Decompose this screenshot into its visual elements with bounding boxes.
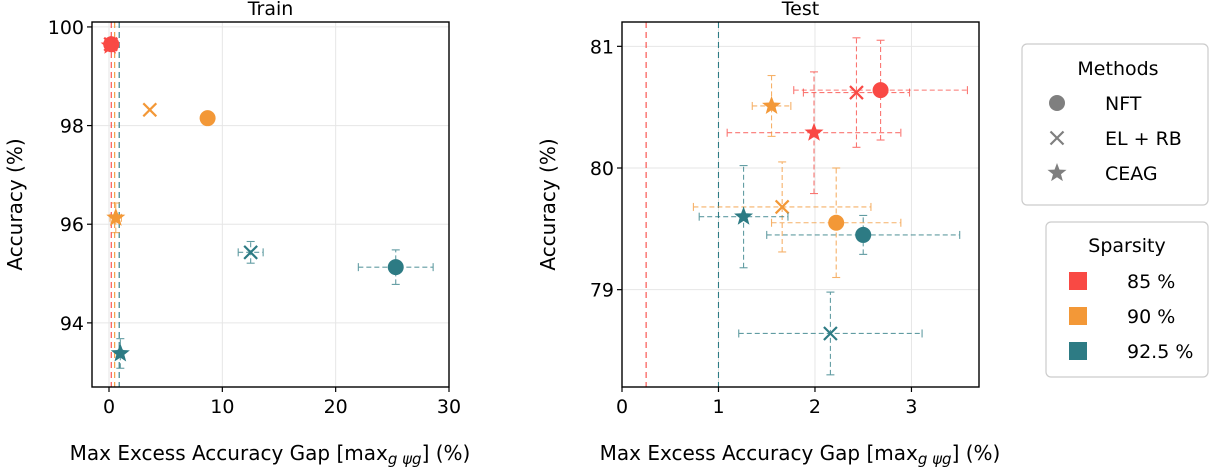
test-nft-90-point — [828, 214, 845, 231]
methods-legend-items: NFT EL + RB CEAG — [1047, 93, 1182, 185]
test-axes-frame — [621, 21, 980, 388]
test-xlabel-sub: g ψg — [918, 450, 952, 468]
test-xtick-label-1: 1 — [712, 396, 724, 418]
test-xlabel: Max Excess Accuracy Gap [maxg ψg] (%) — [600, 441, 1001, 468]
train-el-rb-90-point — [142, 102, 158, 118]
sparsity-legend-title: Sparsity — [1088, 235, 1165, 257]
test-panel: 0 1 2 3 79 80 81 Test Accuracy (%) Max Excess … — [536, 0, 1000, 468]
test-xlabel-close: ] — [952, 441, 966, 465]
train-xtick-label-0: 0 — [103, 396, 115, 418]
test-el-rb-85-errorbar — [802, 37, 911, 148]
sparsity-legend-90-swatch — [1069, 307, 1087, 325]
train-axes-frame — [91, 21, 450, 388]
test-el-rb-92-5-point — [823, 326, 838, 341]
test-xlabel-unit: (%) — [966, 441, 1001, 465]
sparsity-legend-item-92-5: 92.5 % — [1069, 341, 1193, 363]
test-ytick-label-0: 79 — [590, 280, 614, 302]
test-xtick-label-0: 0 — [616, 396, 628, 418]
train-el-rb-90-point-stroke-b — [142, 102, 158, 118]
train-ceag-92-5-point — [110, 343, 130, 362]
train-xlabel-unit: (%) — [436, 441, 471, 465]
train-xlabel-sub: g ψg — [388, 450, 422, 468]
train-ytick-label-3: 100 — [48, 17, 84, 39]
test-ytick-label-2: 81 — [590, 36, 614, 58]
train-ylabel: Accuracy (%) — [3, 138, 27, 270]
train-xlabel-main: Max Excess Accuracy Gap [max — [70, 441, 388, 465]
train-el-rb-92-5-point-stroke-b — [243, 245, 258, 260]
train-xlabel-close: ] — [422, 441, 436, 465]
test-xtick-label-2: 2 — [809, 396, 821, 418]
sparsity-legend-85-swatch — [1069, 272, 1087, 290]
train-reference-lines — [110, 22, 120, 387]
methods-legend: Methods NFT EL + RB CEAG — [1021, 43, 1209, 206]
methods-legend-ceag-label: CEAG — [1105, 163, 1158, 185]
test-ylabel: Accuracy (%) — [536, 138, 560, 270]
train-points — [100, 35, 434, 369]
train-panel: 0 10 20 30 94 96 98 100 Train Accuracy (%) Max … — [3, 0, 470, 468]
methods-legend-el-rb-label: EL + RB — [1105, 128, 1182, 150]
methods-legend-ceag-marker — [1047, 163, 1067, 182]
train-xlabel: Max Excess Accuracy Gap [maxg ψg] (%) — [70, 441, 471, 468]
train-ceag-90-point — [106, 207, 126, 226]
test-xlabel-main: Max Excess Accuracy Gap [max — [600, 441, 918, 465]
test-nft-85-point — [872, 82, 889, 99]
sparsity-legend-85-label: 85 % — [1127, 271, 1175, 293]
train-nft-92-5-point — [387, 259, 404, 276]
test-ticks: 0 1 2 3 79 80 81 — [590, 36, 918, 418]
train-ytick-label-1: 96 — [60, 214, 84, 236]
test-el-rb-90-point — [774, 199, 790, 215]
methods-legend-nft-label: NFT — [1105, 93, 1142, 115]
train-xtick-label-2: 20 — [324, 396, 348, 418]
methods-legend-item-el-rb: EL + RB — [1049, 128, 1182, 150]
test-grid — [621, 22, 979, 387]
test-nft-92-5-point — [855, 226, 872, 243]
methods-legend-item-nft: NFT — [1049, 93, 1142, 115]
sparsity-legend-item-90: 90 % — [1069, 306, 1175, 328]
train-grid — [92, 22, 450, 387]
train-ytick-label-0: 94 — [60, 313, 84, 335]
sparsity-legend-90-label: 90 % — [1127, 306, 1175, 328]
test-reference-lines — [645, 22, 720, 387]
train-xtick-label-3: 30 — [437, 396, 461, 418]
train-title: Train — [247, 0, 294, 20]
train-ytick-label-2: 98 — [60, 116, 84, 138]
methods-legend-el-rb-marker-stroke-b — [1049, 130, 1065, 146]
train-ticks: 0 10 20 30 94 96 98 100 — [48, 17, 461, 418]
methods-legend-el-rb-marker — [1049, 130, 1065, 146]
test-title: Test — [781, 0, 819, 20]
test-el-rb-85-point — [849, 85, 864, 100]
sparsity-legend-92-5-swatch — [1069, 342, 1087, 360]
sparsity-legend-92-5-label: 92.5 % — [1127, 341, 1193, 363]
methods-legend-title: Methods — [1077, 58, 1158, 80]
train-nft-90-point — [199, 110, 216, 127]
test-el-rb-92-5-point-stroke-b — [823, 326, 838, 341]
methods-legend-nft-marker — [1049, 95, 1065, 111]
test-ceag-92-5-point — [734, 206, 754, 225]
test-xtick-label-3: 3 — [905, 396, 917, 418]
train-ceag-85-point — [100, 35, 120, 54]
sparsity-legend: Sparsity 85 % 90 % 92.5 % — [1045, 221, 1209, 378]
methods-legend-item-ceag: CEAG — [1047, 163, 1158, 185]
sparsity-legend-box — [1045, 221, 1209, 378]
sparsity-legend-item-85: 85 % — [1069, 271, 1175, 293]
test-el-rb-85-point-stroke-b — [849, 85, 864, 100]
sparsity-legend-items: 85 % 90 % 92.5 % — [1069, 271, 1193, 363]
train-xtick-label-1: 10 — [210, 396, 234, 418]
test-el-rb-90-point-stroke-b — [774, 199, 790, 215]
test-ceag-90-point — [762, 95, 782, 115]
methods-legend-box — [1021, 43, 1209, 206]
train-el-rb-92-5-point — [243, 245, 258, 260]
test-points — [692, 37, 968, 376]
test-ceag-85-point — [804, 122, 824, 141]
test-ytick-label-1: 80 — [590, 158, 614, 180]
